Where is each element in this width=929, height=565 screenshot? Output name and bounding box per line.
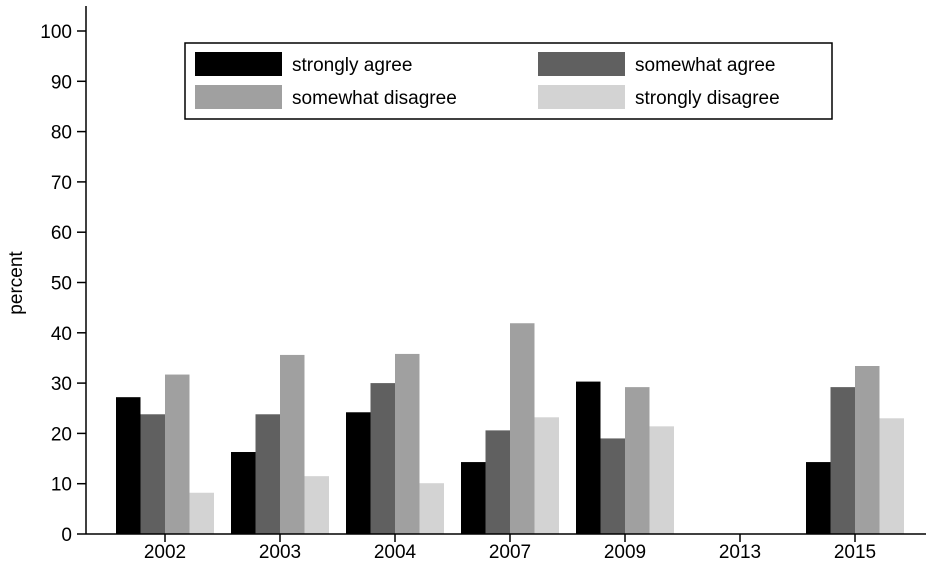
legend: strongly agree somewhat agree somewhat dis… — [184, 42, 833, 120]
bar-somewhat-disagree-2015 — [855, 365, 880, 534]
bar-strongly-agree-2015 — [806, 462, 831, 534]
y-tick-label: 100 — [40, 22, 72, 43]
y-tick-label: 20 — [51, 424, 72, 445]
bar-strongly-agree-2002 — [116, 397, 141, 534]
y-tick-label: 70 — [51, 173, 72, 194]
y-axis-ticks: 0 10 20 30 40 50 60 70 80 90 100 — [40, 22, 86, 546]
bar-somewhat-disagree-2003 — [280, 354, 305, 534]
bar-somewhat-agree-2004 — [370, 383, 395, 534]
x-tick-label: 2003 — [259, 542, 301, 563]
bar-somewhat-agree-2015 — [830, 387, 855, 534]
bar-strongly-disagree-2003 — [304, 476, 329, 534]
bar-somewhat-agree-2003 — [255, 414, 280, 534]
bar-strongly-agree-2009 — [576, 381, 601, 534]
bar-somewhat-agree-2002 — [140, 414, 165, 534]
bar-somewhat-agree-2009 — [600, 438, 625, 534]
y-tick-label: 60 — [51, 223, 72, 244]
bar-somewhat-agree-2007 — [485, 430, 510, 534]
legend-label: somewhat agree — [635, 55, 775, 76]
bar-strongly-disagree-2002 — [189, 492, 214, 534]
bar-strongly-disagree-2009 — [649, 426, 674, 534]
y-tick-label: 10 — [51, 475, 72, 496]
y-tick-label: 40 — [51, 324, 72, 345]
bar-strongly-agree-2007 — [461, 462, 486, 534]
x-axis-ticks: 2002 2003 2004 2007 2009 2013 2015 — [144, 534, 876, 563]
x-tick-label: 2013 — [719, 542, 761, 563]
bar-strongly-agree-2004 — [346, 412, 371, 534]
bar-strongly-disagree-2004 — [419, 483, 444, 534]
y-tick-label: 0 — [61, 525, 72, 546]
bar-somewhat-disagree-2007 — [510, 323, 535, 534]
bar-marks — [116, 323, 904, 534]
legend-box — [184, 42, 833, 120]
x-tick-label: 2004 — [374, 542, 417, 563]
bar-strongly-disagree-2007 — [534, 417, 559, 534]
legend-swatch — [195, 85, 282, 109]
legend-label: somewhat disagree — [292, 88, 457, 109]
x-tick-label: 2007 — [489, 542, 531, 563]
legend-swatch — [538, 52, 625, 76]
legend-label: strongly agree — [292, 55, 412, 76]
y-tick-label: 50 — [51, 274, 72, 295]
y-tick-label: 30 — [51, 374, 72, 395]
bar-somewhat-disagree-2004 — [395, 353, 420, 534]
bar-strongly-disagree-2015 — [879, 418, 904, 534]
legend-label: strongly disagree — [635, 88, 780, 109]
bar-strongly-agree-2003 — [231, 452, 256, 534]
legend-swatch — [195, 52, 282, 76]
x-tick-label: 2002 — [144, 542, 186, 563]
y-axis-title: percent — [6, 251, 27, 315]
x-tick-label: 2015 — [834, 542, 876, 563]
bar-somewhat-disagree-2002 — [165, 374, 190, 534]
x-tick-label: 2009 — [604, 542, 646, 563]
legend-swatch — [538, 85, 625, 109]
y-tick-label: 80 — [51, 123, 72, 144]
y-tick-label: 90 — [51, 72, 72, 93]
bar-somewhat-disagree-2009 — [625, 387, 650, 534]
